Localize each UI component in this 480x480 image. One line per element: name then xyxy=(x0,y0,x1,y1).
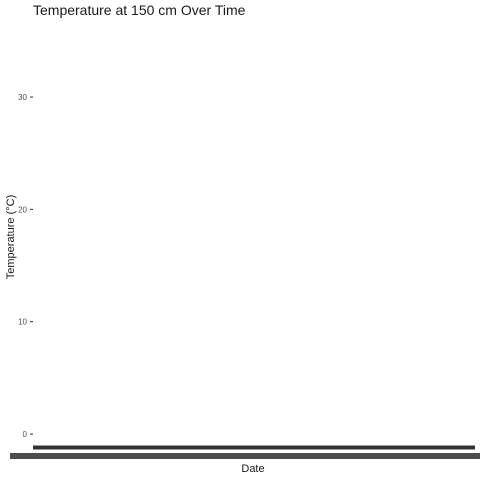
y-tick-label: 10 xyxy=(18,318,27,327)
y-axis-title: Temperature (°C) xyxy=(5,195,17,279)
x-axis-tick-labels xyxy=(10,453,480,459)
y-tick-label: 20 xyxy=(18,205,27,214)
chart-title: Temperature at 150 cm Over Time xyxy=(33,2,246,18)
y-tick-label: 0 xyxy=(23,430,28,439)
x-axis-title: Date xyxy=(241,463,264,475)
y-axis: 0 10 20 30 xyxy=(18,93,33,439)
y-tick-label: 30 xyxy=(18,93,27,102)
